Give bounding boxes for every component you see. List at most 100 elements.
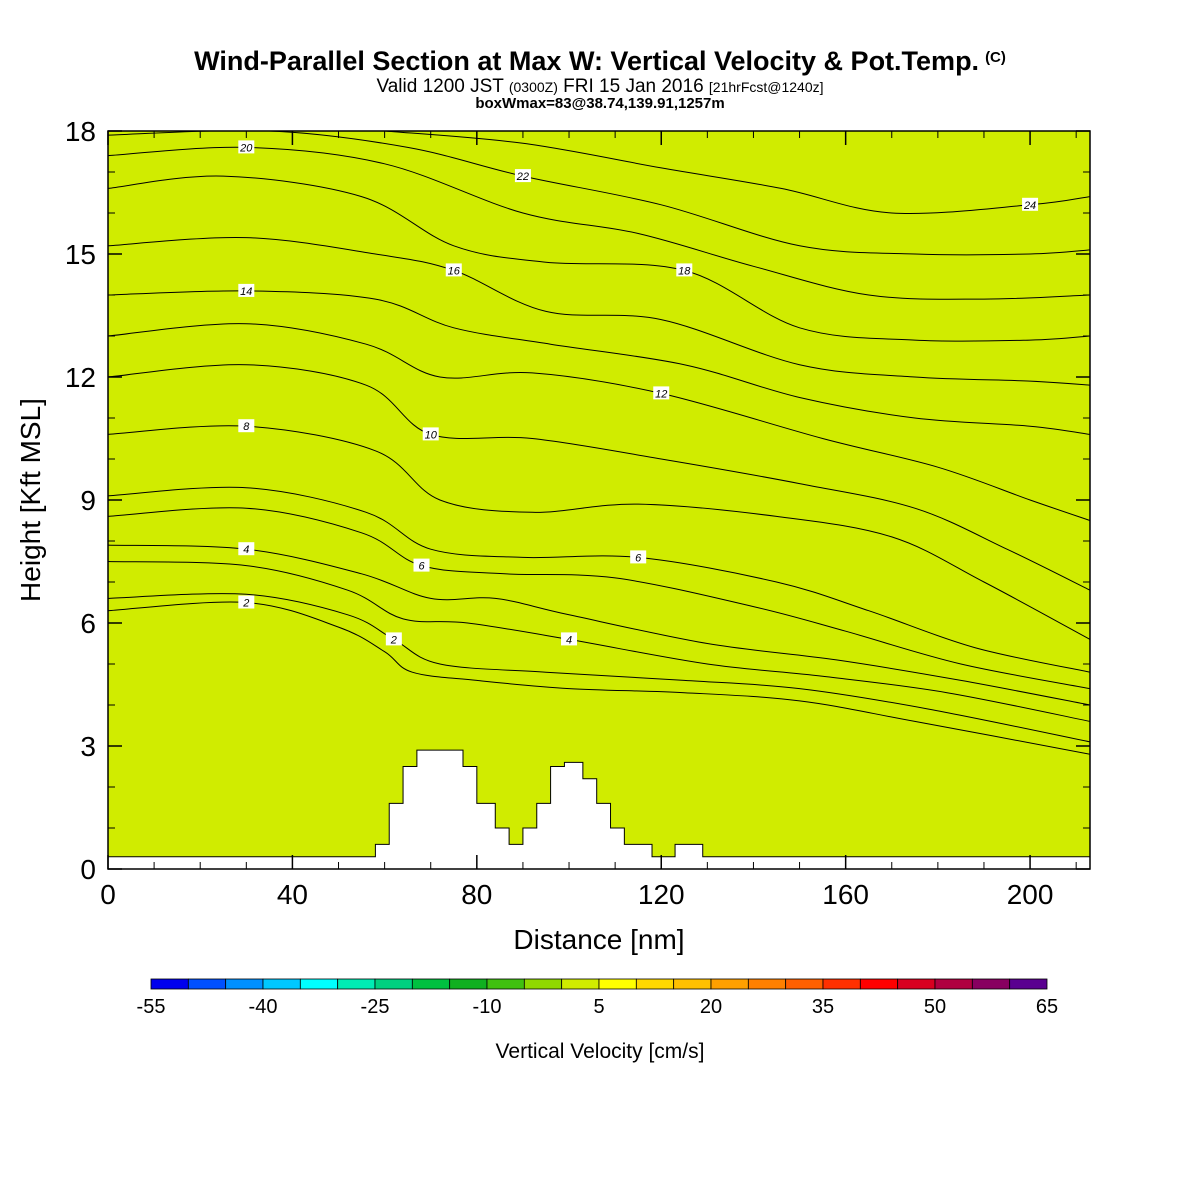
y-tick-label: 15 [65, 239, 96, 270]
colorbar-swatch [859, 978, 899, 990]
contour-label-bg [676, 263, 693, 277]
valid-utc: (0300Z) [508, 79, 558, 95]
valid-time-line: Valid 1200 JST (0300Z) FRI 15 Jan 2016 [… [0, 77, 1200, 97]
colorbar-swatch [822, 978, 861, 990]
colorbar-swatch [897, 978, 936, 990]
contour-label: 16 [448, 265, 461, 277]
contour-label: 24 [1023, 200, 1036, 212]
y-tick-label: 3 [80, 731, 96, 762]
contour-label-bg [238, 419, 255, 433]
y-tick-label: 18 [65, 116, 96, 147]
colorbar-tick-label: 65 [1036, 996, 1058, 1018]
axes: 0 40 80 120 160 200 0 3 6 9 12 15 18 [65, 116, 1090, 910]
vertical-velocity-field [108, 131, 1090, 869]
colorbar-swatch [1009, 978, 1048, 990]
contour-label-bg [653, 386, 670, 400]
contour-label: 12 [655, 388, 667, 400]
contour-label-bg [1022, 197, 1039, 211]
terrain [108, 749, 1090, 869]
y-tick-label: 0 [80, 854, 96, 885]
colorbar-swatch [374, 978, 413, 990]
contour-label: 4 [566, 634, 572, 646]
colorbar-swatch [150, 978, 189, 990]
contour-label: 2 [242, 598, 249, 610]
colorbar-tick-label: -10 [473, 996, 502, 1018]
contour-label: 6 [635, 552, 642, 564]
colorbar-swatch [523, 978, 563, 990]
colorbar-tick-label: -25 [361, 996, 390, 1018]
contour-label-bg [514, 169, 531, 183]
colorbar-swatch [561, 978, 600, 990]
colorbar-tick-label: 5 [593, 996, 604, 1018]
valid-prefix: Valid 1200 JST [376, 76, 504, 97]
contour-label: 14 [240, 286, 252, 298]
contour-label: 8 [243, 421, 250, 433]
theta-contour-line [108, 175, 1090, 342]
theta-contour-line [108, 601, 1090, 755]
chart-title: Wind-Parallel Section at Max W: Vertical… [0, 42, 1200, 77]
box-info: boxWmax=83@38.74,139.91,1257m [475, 95, 725, 112]
theta-contour-line [108, 323, 1090, 521]
valid-date: FRI 15 Jan 2016 [563, 76, 704, 97]
forecast-info: [21hrFcst@1240z] [708, 79, 824, 95]
contour-label: 20 [239, 142, 253, 154]
colorbar-tick-label: -55 [137, 996, 166, 1018]
contour-label: 22 [516, 171, 529, 183]
theta-contour-line [108, 593, 1090, 743]
w-region-base [108, 131, 1090, 869]
contour-label-bg [413, 558, 430, 572]
colorbar-swatch [299, 978, 339, 990]
y-tick-label: 6 [80, 608, 96, 639]
colorbar-swatch [747, 978, 787, 990]
colorbar-tick-label: 20 [700, 996, 722, 1018]
theta-contour-line [108, 236, 1090, 386]
colorbar-swatch [710, 978, 749, 990]
colorbar-tick-label: -40 [249, 996, 278, 1018]
contour-label-bg [630, 550, 647, 564]
terrain-mask [108, 749, 1090, 869]
theta-contour-line [384, 131, 1090, 215]
colorbar-swatch [187, 978, 227, 990]
contour-label-bg [422, 427, 439, 441]
theta-contour-line [108, 425, 1090, 640]
theta-contour-line [108, 561, 1090, 722]
contour-label: 18 [678, 265, 691, 277]
colorbar-swatch [411, 978, 451, 990]
theta-contour-line [108, 507, 1090, 690]
colorbar-swatch [598, 978, 637, 990]
x-tick-label: 200 [1007, 879, 1054, 910]
colorbar-swatch [934, 978, 973, 990]
colorbar-tick-label: 35 [812, 996, 834, 1018]
contour-label-bg [238, 595, 255, 609]
contour-label: 10 [425, 429, 438, 441]
x-tick-label: 160 [822, 879, 869, 910]
theta-contour-line [108, 364, 1090, 591]
title-block: Wind-Parallel Section at Max W: Vertical… [0, 42, 1200, 111]
contour-label-bg [561, 632, 578, 646]
x-tick-label: 0 [100, 879, 116, 910]
contour-label: 6 [418, 561, 425, 573]
y-axis-title: Height [Kft MSL] [15, 398, 46, 602]
contour-label-bg [445, 263, 462, 277]
colorbar-swatch [225, 978, 264, 990]
colorbar-swatch [785, 978, 824, 990]
colorbar-swatch [673, 978, 712, 990]
contour-label: 2 [390, 634, 397, 646]
theta-contour-line [108, 544, 1090, 706]
contour-label: 4 [243, 544, 249, 556]
x-tick-label: 120 [638, 879, 685, 910]
y-tick-label: 9 [80, 485, 96, 516]
colorbar-title: Vertical Velocity [cm/s] [496, 1040, 705, 1063]
theta-contour-line [108, 486, 1090, 673]
colorbar-swatch [486, 978, 525, 990]
title-text: Wind-Parallel Section at Max W: Vertical… [194, 46, 980, 76]
colorbar-tick-label: 50 [924, 996, 946, 1018]
y-tick-label: 12 [65, 362, 96, 393]
colorbar: -55 -40 -25 -10 5 20 35 50 65 [137, 978, 1058, 1018]
colorbar-swatch [449, 978, 488, 990]
theta-contour-line [108, 290, 1090, 435]
x-tick-label: 40 [277, 879, 308, 910]
contour-label-bg [238, 283, 255, 297]
